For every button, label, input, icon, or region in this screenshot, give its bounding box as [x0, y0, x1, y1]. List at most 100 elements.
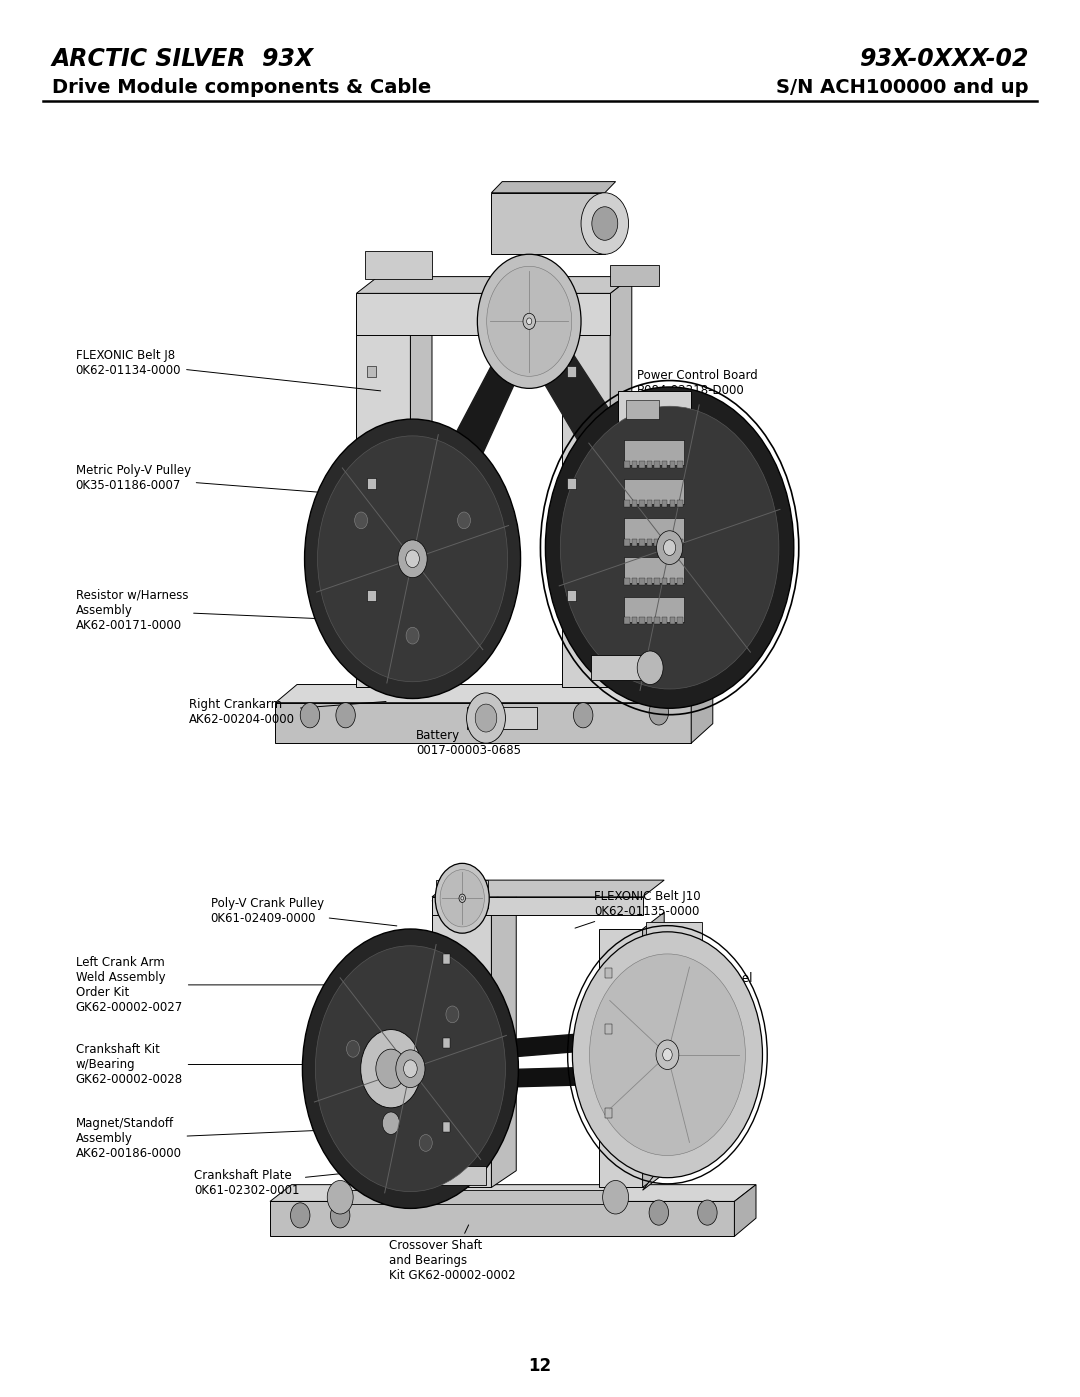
- Bar: [632, 578, 637, 585]
- Polygon shape: [356, 321, 410, 687]
- Bar: [639, 539, 645, 546]
- Bar: [624, 500, 630, 507]
- Polygon shape: [691, 685, 713, 743]
- Polygon shape: [436, 880, 488, 908]
- Polygon shape: [432, 883, 516, 901]
- Circle shape: [461, 897, 463, 900]
- Text: 12: 12: [528, 1358, 552, 1375]
- Polygon shape: [643, 912, 664, 1187]
- Bar: [605, 968, 612, 978]
- Bar: [624, 557, 684, 583]
- Polygon shape: [562, 293, 610, 687]
- Bar: [654, 617, 660, 624]
- Circle shape: [354, 513, 367, 529]
- Bar: [670, 461, 675, 468]
- Circle shape: [590, 954, 745, 1155]
- Bar: [662, 461, 667, 468]
- Text: Poly-V Crank Pulley
0K61-02409-0000: Poly-V Crank Pulley 0K61-02409-0000: [211, 897, 396, 926]
- Bar: [639, 500, 645, 507]
- Polygon shape: [432, 897, 643, 915]
- Circle shape: [592, 207, 618, 240]
- Bar: [367, 590, 376, 601]
- Bar: [677, 461, 683, 468]
- Circle shape: [475, 704, 497, 732]
- Polygon shape: [359, 631, 408, 657]
- Bar: [647, 461, 652, 468]
- Bar: [670, 617, 675, 624]
- Circle shape: [404, 1060, 417, 1077]
- Polygon shape: [356, 277, 632, 293]
- Polygon shape: [402, 1166, 486, 1185]
- Bar: [367, 478, 376, 489]
- Bar: [662, 500, 667, 507]
- Text: 93X-0XXX-02: 93X-0XXX-02: [859, 47, 1028, 71]
- Bar: [670, 500, 675, 507]
- Bar: [624, 597, 684, 622]
- Text: ARCTIC SILVER  93X: ARCTIC SILVER 93X: [52, 47, 314, 71]
- Circle shape: [467, 693, 505, 743]
- Bar: [677, 578, 683, 585]
- Circle shape: [446, 1006, 459, 1023]
- Circle shape: [487, 267, 571, 376]
- Circle shape: [395, 1051, 424, 1088]
- Circle shape: [376, 1049, 406, 1088]
- Circle shape: [435, 863, 489, 933]
- Bar: [662, 617, 667, 624]
- Bar: [567, 366, 576, 377]
- Circle shape: [603, 1180, 629, 1214]
- Bar: [677, 539, 683, 546]
- Circle shape: [458, 513, 471, 529]
- Polygon shape: [491, 182, 616, 193]
- Bar: [654, 461, 660, 468]
- Bar: [632, 617, 637, 624]
- Circle shape: [637, 651, 663, 685]
- Text: Power Control Board
B084-92218-D000: Power Control Board B084-92218-D000: [607, 369, 758, 427]
- Polygon shape: [646, 922, 702, 1006]
- Text: Drive Module components & Cable: Drive Module components & Cable: [52, 78, 431, 98]
- Bar: [624, 578, 630, 585]
- Circle shape: [573, 703, 593, 728]
- Bar: [632, 539, 637, 546]
- Bar: [624, 461, 630, 468]
- Text: FLEXONIC Belt J8
0K62-01134-0000: FLEXONIC Belt J8 0K62-01134-0000: [76, 349, 380, 391]
- Bar: [662, 578, 667, 585]
- Polygon shape: [643, 1069, 745, 1190]
- Bar: [591, 655, 650, 680]
- Circle shape: [300, 703, 320, 728]
- Polygon shape: [432, 880, 664, 897]
- Text: Reed Switch
118E-00001-0140: Reed Switch 118E-00001-0140: [615, 569, 742, 613]
- Circle shape: [361, 1030, 421, 1108]
- Text: Alternator Flywheel
Assembly
AK61-00250-0002
(Includes Shroud
Support Bracket): Alternator Flywheel Assembly AK61-00250-…: [606, 972, 753, 1045]
- Bar: [605, 1108, 612, 1118]
- Circle shape: [330, 1203, 350, 1228]
- Circle shape: [657, 531, 683, 564]
- Polygon shape: [356, 293, 610, 335]
- Circle shape: [561, 407, 779, 689]
- Bar: [647, 539, 652, 546]
- Circle shape: [347, 1041, 360, 1058]
- Circle shape: [382, 1112, 400, 1134]
- Circle shape: [581, 193, 629, 254]
- Polygon shape: [516, 307, 687, 566]
- Circle shape: [406, 550, 419, 567]
- Bar: [639, 578, 645, 585]
- Bar: [467, 707, 537, 729]
- Polygon shape: [610, 265, 659, 286]
- Bar: [654, 500, 660, 507]
- Circle shape: [698, 1200, 717, 1225]
- Bar: [677, 500, 683, 507]
- Bar: [647, 578, 652, 585]
- Circle shape: [305, 419, 521, 698]
- Polygon shape: [275, 685, 713, 703]
- Bar: [443, 1122, 450, 1132]
- Circle shape: [291, 1203, 310, 1228]
- Text: Crossover Shaft
and Bearings
Kit GK62-00002-0002: Crossover Shaft and Bearings Kit GK62-00…: [389, 1225, 515, 1281]
- Bar: [367, 366, 376, 377]
- Circle shape: [656, 1039, 679, 1070]
- Bar: [653, 961, 694, 989]
- Circle shape: [572, 932, 762, 1178]
- Polygon shape: [275, 703, 691, 743]
- Bar: [391, 1108, 429, 1139]
- Text: Crankshaft Plate
0K61-02302-0001: Crankshaft Plate 0K61-02302-0001: [194, 1169, 380, 1197]
- Circle shape: [527, 319, 531, 324]
